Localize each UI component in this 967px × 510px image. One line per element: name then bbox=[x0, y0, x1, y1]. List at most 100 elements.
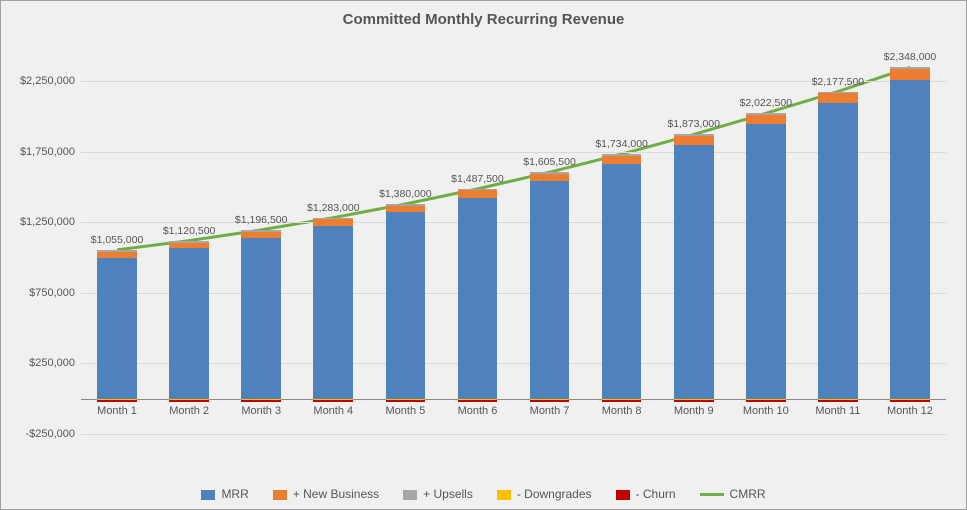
bar-group: $1,055,000 bbox=[97, 46, 137, 434]
bar-segment-upsells bbox=[530, 172, 570, 174]
legend-item-churn: - Churn bbox=[616, 487, 676, 501]
bar-segment-new_bus bbox=[890, 69, 930, 80]
y-axis-label: $1,750,000 bbox=[20, 146, 75, 158]
legend-label: MRR bbox=[221, 487, 248, 501]
bar-segment-upsells bbox=[169, 241, 209, 243]
bar-segment-new_bus bbox=[241, 232, 281, 238]
y-axis-label: $250,000 bbox=[29, 357, 75, 369]
bar-segment-mrr bbox=[313, 226, 353, 399]
bar-group: $1,380,000 bbox=[386, 46, 426, 434]
bar-data-label: $1,487,500 bbox=[451, 173, 504, 185]
bar-segment-churn bbox=[818, 400, 858, 402]
bar-segment-upsells bbox=[241, 230, 281, 232]
bar-segment-new_bus bbox=[746, 115, 786, 124]
bar-segment-upsells bbox=[890, 67, 930, 68]
bar-segment-mrr bbox=[746, 124, 786, 398]
bar-segment-new_bus bbox=[386, 206, 426, 213]
gridline bbox=[81, 222, 946, 223]
bar-group: $2,177,500 bbox=[818, 46, 858, 434]
bar-segment-new_bus bbox=[602, 156, 642, 164]
bar-segment-churn bbox=[530, 400, 570, 402]
bar-group: $1,487,500 bbox=[458, 46, 498, 434]
legend-label: - Churn bbox=[636, 487, 676, 501]
bar-segment-churn bbox=[746, 400, 786, 402]
bar-group: $1,734,000 bbox=[602, 46, 642, 434]
bar-segment-new_bus bbox=[97, 252, 137, 258]
legend-item-cmrr: CMRR bbox=[700, 487, 766, 501]
bar-segment-mrr bbox=[241, 238, 281, 399]
bar-segment-mrr bbox=[890, 80, 930, 399]
y-axis-label: -$250,000 bbox=[25, 428, 75, 440]
bar-segment-mrr bbox=[602, 164, 642, 399]
bar-segment-new_bus bbox=[674, 136, 714, 145]
legend-swatch bbox=[201, 490, 215, 500]
bar-data-label: $1,196,500 bbox=[235, 214, 288, 226]
bar-segment-mrr bbox=[386, 212, 426, 398]
bar-segment-upsells bbox=[97, 250, 137, 252]
bar-segment-mrr bbox=[674, 145, 714, 399]
legend-swatch bbox=[403, 490, 417, 500]
legend-swatch bbox=[616, 490, 630, 500]
bar-segment-new_bus bbox=[530, 174, 570, 182]
gridline bbox=[81, 152, 946, 153]
bar-segment-churn bbox=[602, 400, 642, 402]
gridline bbox=[81, 434, 946, 435]
bar-segment-upsells bbox=[674, 134, 714, 136]
legend-label: - Downgrades bbox=[517, 487, 592, 501]
bar-data-label: $1,055,000 bbox=[91, 234, 144, 246]
legend-swatch bbox=[497, 490, 511, 500]
y-axis-label: $2,250,000 bbox=[20, 75, 75, 87]
bar-segment-upsells bbox=[458, 189, 498, 191]
bar-group: $2,022,500 bbox=[746, 46, 786, 434]
legend-item-mrr: MRR bbox=[201, 487, 248, 501]
bar-segment-new_bus bbox=[818, 93, 858, 103]
gridline bbox=[81, 293, 946, 294]
bar-group: $1,120,500 bbox=[169, 46, 209, 434]
bar-segment-churn bbox=[241, 400, 281, 402]
bar-segment-churn bbox=[169, 400, 209, 402]
bar-segment-upsells bbox=[818, 92, 858, 93]
legend-line bbox=[700, 493, 724, 496]
bar-segment-churn bbox=[890, 400, 930, 402]
bar-group: $1,605,500 bbox=[530, 46, 570, 434]
bar-segment-mrr bbox=[818, 103, 858, 399]
bar-data-label: $1,120,500 bbox=[163, 225, 216, 237]
bar-segment-new_bus bbox=[458, 190, 498, 197]
legend-item-new_bus: + New Business bbox=[273, 487, 379, 501]
plot-area: -$250,000$250,000$750,000$1,250,000$1,75… bbox=[81, 46, 946, 434]
bar-segment-new_bus bbox=[169, 243, 209, 249]
bar-data-label: $1,734,000 bbox=[595, 138, 648, 150]
bar-segment-mrr bbox=[97, 258, 137, 399]
cmrr-chart: Committed Monthly Recurring Revenue -$25… bbox=[0, 0, 967, 510]
legend-label: + New Business bbox=[293, 487, 379, 501]
bar-data-label: $2,348,000 bbox=[884, 51, 937, 63]
bar-group: $1,196,500 bbox=[241, 46, 281, 434]
bar-group: $1,873,000 bbox=[674, 46, 714, 434]
legend-swatch bbox=[273, 490, 287, 500]
y-axis-label: $1,250,000 bbox=[20, 216, 75, 228]
bar-group: $1,283,000 bbox=[313, 46, 353, 434]
y-axis-label: $750,000 bbox=[29, 287, 75, 299]
bar-data-label: $1,380,000 bbox=[379, 188, 432, 200]
bar-segment-churn bbox=[313, 400, 353, 402]
legend-label: + Upsells bbox=[423, 487, 473, 501]
bar-segment-upsells bbox=[602, 154, 642, 156]
bar-group: $2,348,000 bbox=[890, 46, 930, 434]
bar-segment-churn bbox=[97, 400, 137, 402]
legend: MRR + New Business + Upsells - Downgrades - … bbox=[1, 486, 966, 501]
cmrr-line bbox=[81, 46, 946, 434]
bar-segment-mrr bbox=[530, 181, 570, 398]
bar-data-label: $1,283,000 bbox=[307, 202, 360, 214]
bar-segment-upsells bbox=[313, 218, 353, 220]
bar-segment-mrr bbox=[458, 198, 498, 399]
bar-data-label: $2,177,500 bbox=[812, 76, 865, 88]
legend-item-downgrades: - Downgrades bbox=[497, 487, 592, 501]
bar-segment-churn bbox=[386, 400, 426, 402]
bar-data-label: $2,022,500 bbox=[740, 97, 793, 109]
bar-segment-mrr bbox=[169, 248, 209, 398]
bar-segment-upsells bbox=[746, 113, 786, 115]
gridline bbox=[81, 363, 946, 364]
legend-item-upsells: + Upsells bbox=[403, 487, 473, 501]
chart-title: Committed Monthly Recurring Revenue bbox=[1, 11, 966, 28]
bar-segment-churn bbox=[674, 400, 714, 402]
